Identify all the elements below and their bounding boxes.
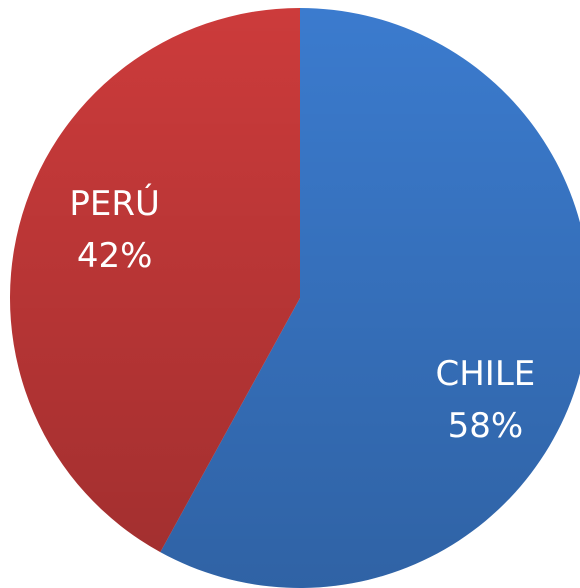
- slice-value-label: 58%: [448, 406, 524, 446]
- slice-shade: [9, 8, 300, 553]
- slice-value-label: 42%: [77, 236, 153, 276]
- slice-category-label: PERÚ: [69, 183, 160, 224]
- slice-shade: [160, 8, 580, 588]
- slice-category-label: CHILE: [436, 354, 536, 394]
